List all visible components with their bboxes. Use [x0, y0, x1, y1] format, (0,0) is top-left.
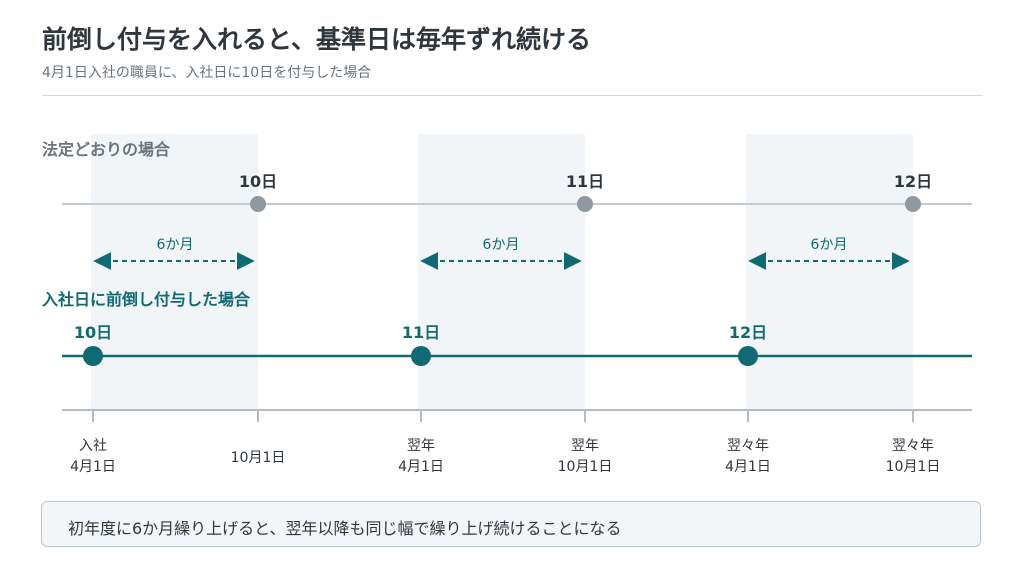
axis-tick-label-4-line2: 10月1日 [558, 459, 613, 475]
legal-row-label: 法定どおりの場合 [42, 140, 171, 159]
axis-tick-label-5-line1: 翌々年 [727, 438, 769, 454]
gap-label-1: 6か月 [157, 237, 194, 253]
axis-tick-label-4-line1: 翌年 [571, 438, 599, 454]
summary-note: 初年度に6か月繰り上げると、翌年以降も同じ幅で繰り上げ続けることになる [41, 501, 981, 547]
early-grant-dot-3 [738, 346, 758, 366]
timeline-diagram: 法定どおりの場合 10日 11日 12日 6か月 6か月 6か月 入社日に前倒し… [42, 134, 972, 475]
axis-tick-label-6-line1: 翌々年 [892, 438, 934, 454]
gap-label-3: 6か月 [811, 237, 848, 253]
early-grant-dot-1 [83, 346, 103, 366]
axis-tick-label-6-line2: 10月1日 [886, 459, 941, 475]
axis-tick-label-1-line1: 入社 [79, 438, 107, 454]
axis-tick-label-3-line1: 翌年 [407, 438, 435, 454]
gap-label-2: 6か月 [483, 237, 520, 253]
early-grant-label-2: 11日 [402, 323, 440, 342]
period-band-1 [91, 134, 258, 410]
axis-tick-label-5-line2: 4月1日 [725, 459, 771, 475]
early-row-label: 入社日に前倒し付与した場合 [42, 290, 251, 309]
axis-tick-label-3-line2: 4月1日 [398, 459, 444, 475]
axis-tick-label-1-line2: 4月1日 [70, 459, 116, 475]
period-band-2 [418, 134, 585, 410]
legal-grant-dot-1 [250, 196, 266, 212]
legal-grant-label-2: 11日 [566, 172, 604, 191]
legal-grant-label-1: 10日 [239, 172, 277, 191]
legal-grant-dot-3 [905, 196, 921, 212]
legal-grant-label-3: 12日 [894, 172, 932, 191]
summary-note-text: 初年度に6か月繰り上げると、翌年以降も同じ幅で繰り上げ続けることになる [68, 519, 622, 538]
early-grant-dot-2 [411, 346, 431, 366]
early-grant-label-1: 10日 [74, 323, 112, 342]
axis-tick-label-2-line2: 10月1日 [231, 450, 286, 466]
early-grant-label-3: 12日 [729, 323, 767, 342]
period-band-3 [746, 134, 913, 410]
page-title: 前倒し付与を入れると、基準日は毎年ずれ続ける [42, 25, 592, 54]
title-divider [42, 95, 983, 96]
legal-grant-dot-2 [577, 196, 593, 212]
page-subtitle: 4月1日入社の職員に、入社日に10日を付与した場合 [42, 65, 372, 81]
